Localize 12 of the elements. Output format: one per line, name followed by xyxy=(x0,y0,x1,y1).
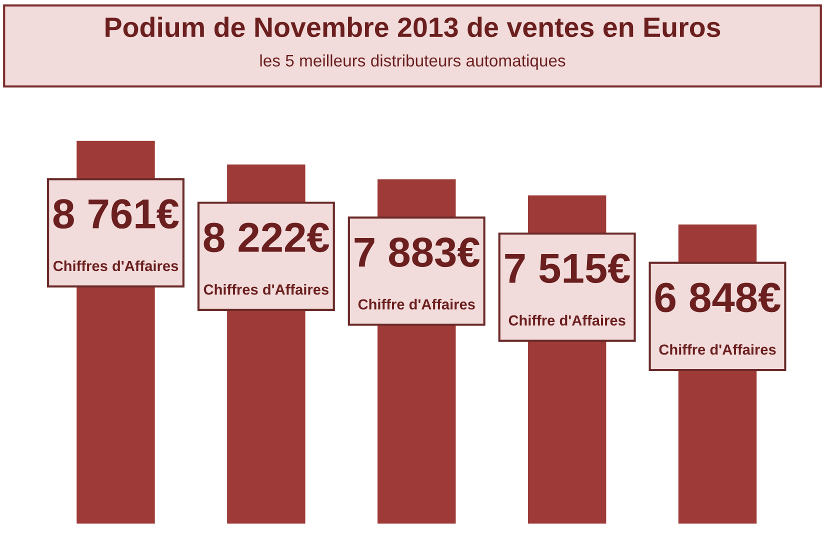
chart-subtitle: les 5 meilleurs distributeurs automatiques xyxy=(260,54,566,70)
annotation: Chiffre d'Affaires xyxy=(659,344,776,355)
data-label: 7 515€ xyxy=(505,254,630,284)
annotation: Chiffres d'Affaires xyxy=(204,284,329,295)
data-label: 7 883€ xyxy=(354,238,480,268)
annotation: Chiffre d'Affaires xyxy=(358,298,475,310)
annotation: Chiffres d'Affaires xyxy=(53,260,178,272)
data-label: 6 848€ xyxy=(655,282,781,312)
chart-title: Podium de Novembre 2013 de ventes en Euros xyxy=(106,16,720,38)
annotation: Chiffre d'Affaires xyxy=(508,314,626,326)
data-label: 8 761€ xyxy=(53,199,179,229)
data-label: 8 222€ xyxy=(204,222,330,252)
